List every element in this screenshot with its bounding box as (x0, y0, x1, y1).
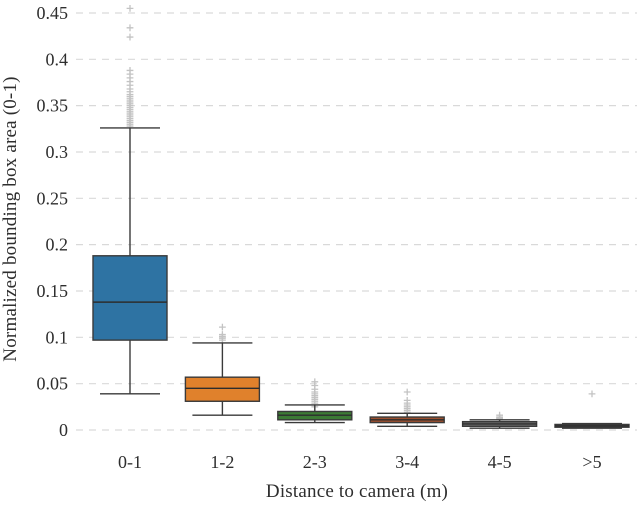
x-tick-label: >5 (582, 452, 601, 472)
y-tick-label: 0.15 (37, 281, 69, 301)
y-tick-label: 0.05 (37, 374, 69, 394)
y-tick-label: 0.45 (37, 3, 69, 23)
x-tick-label: 3-4 (395, 452, 419, 472)
x-axis-title: Distance to camera (m) (265, 481, 449, 502)
y-tick-label: 0.25 (37, 188, 69, 208)
outlier-marker (126, 67, 134, 74)
y-tick-label: 0.4 (46, 49, 69, 69)
y-tick-label: 0.35 (37, 96, 69, 116)
outlier-marker (311, 378, 319, 386)
y-tick-label: 0.2 (46, 235, 69, 255)
outlier-marker (126, 33, 134, 41)
box (92, 255, 168, 341)
y-tick-label: 0.3 (46, 142, 69, 162)
outlier-marker (496, 411, 503, 419)
outlier-marker (403, 396, 411, 404)
outlier-marker (588, 390, 596, 398)
outlier-marker (219, 331, 226, 338)
outlier-marker (403, 388, 411, 396)
x-tick-label: 4-5 (488, 452, 512, 472)
box (184, 376, 261, 402)
x-tick-label: 1-2 (210, 452, 234, 472)
outlier-marker (126, 24, 134, 32)
x-tick-label: 2-3 (303, 452, 327, 472)
x-tick-label: 0-1 (118, 452, 142, 472)
outlier-marker (126, 4, 134, 12)
y-tick-label: 0 (59, 420, 68, 440)
y-axis-title: Normalized bounding box area (0-1) (0, 76, 21, 362)
outlier-marker (219, 323, 226, 331)
y-tick-label: 0.1 (46, 327, 69, 347)
